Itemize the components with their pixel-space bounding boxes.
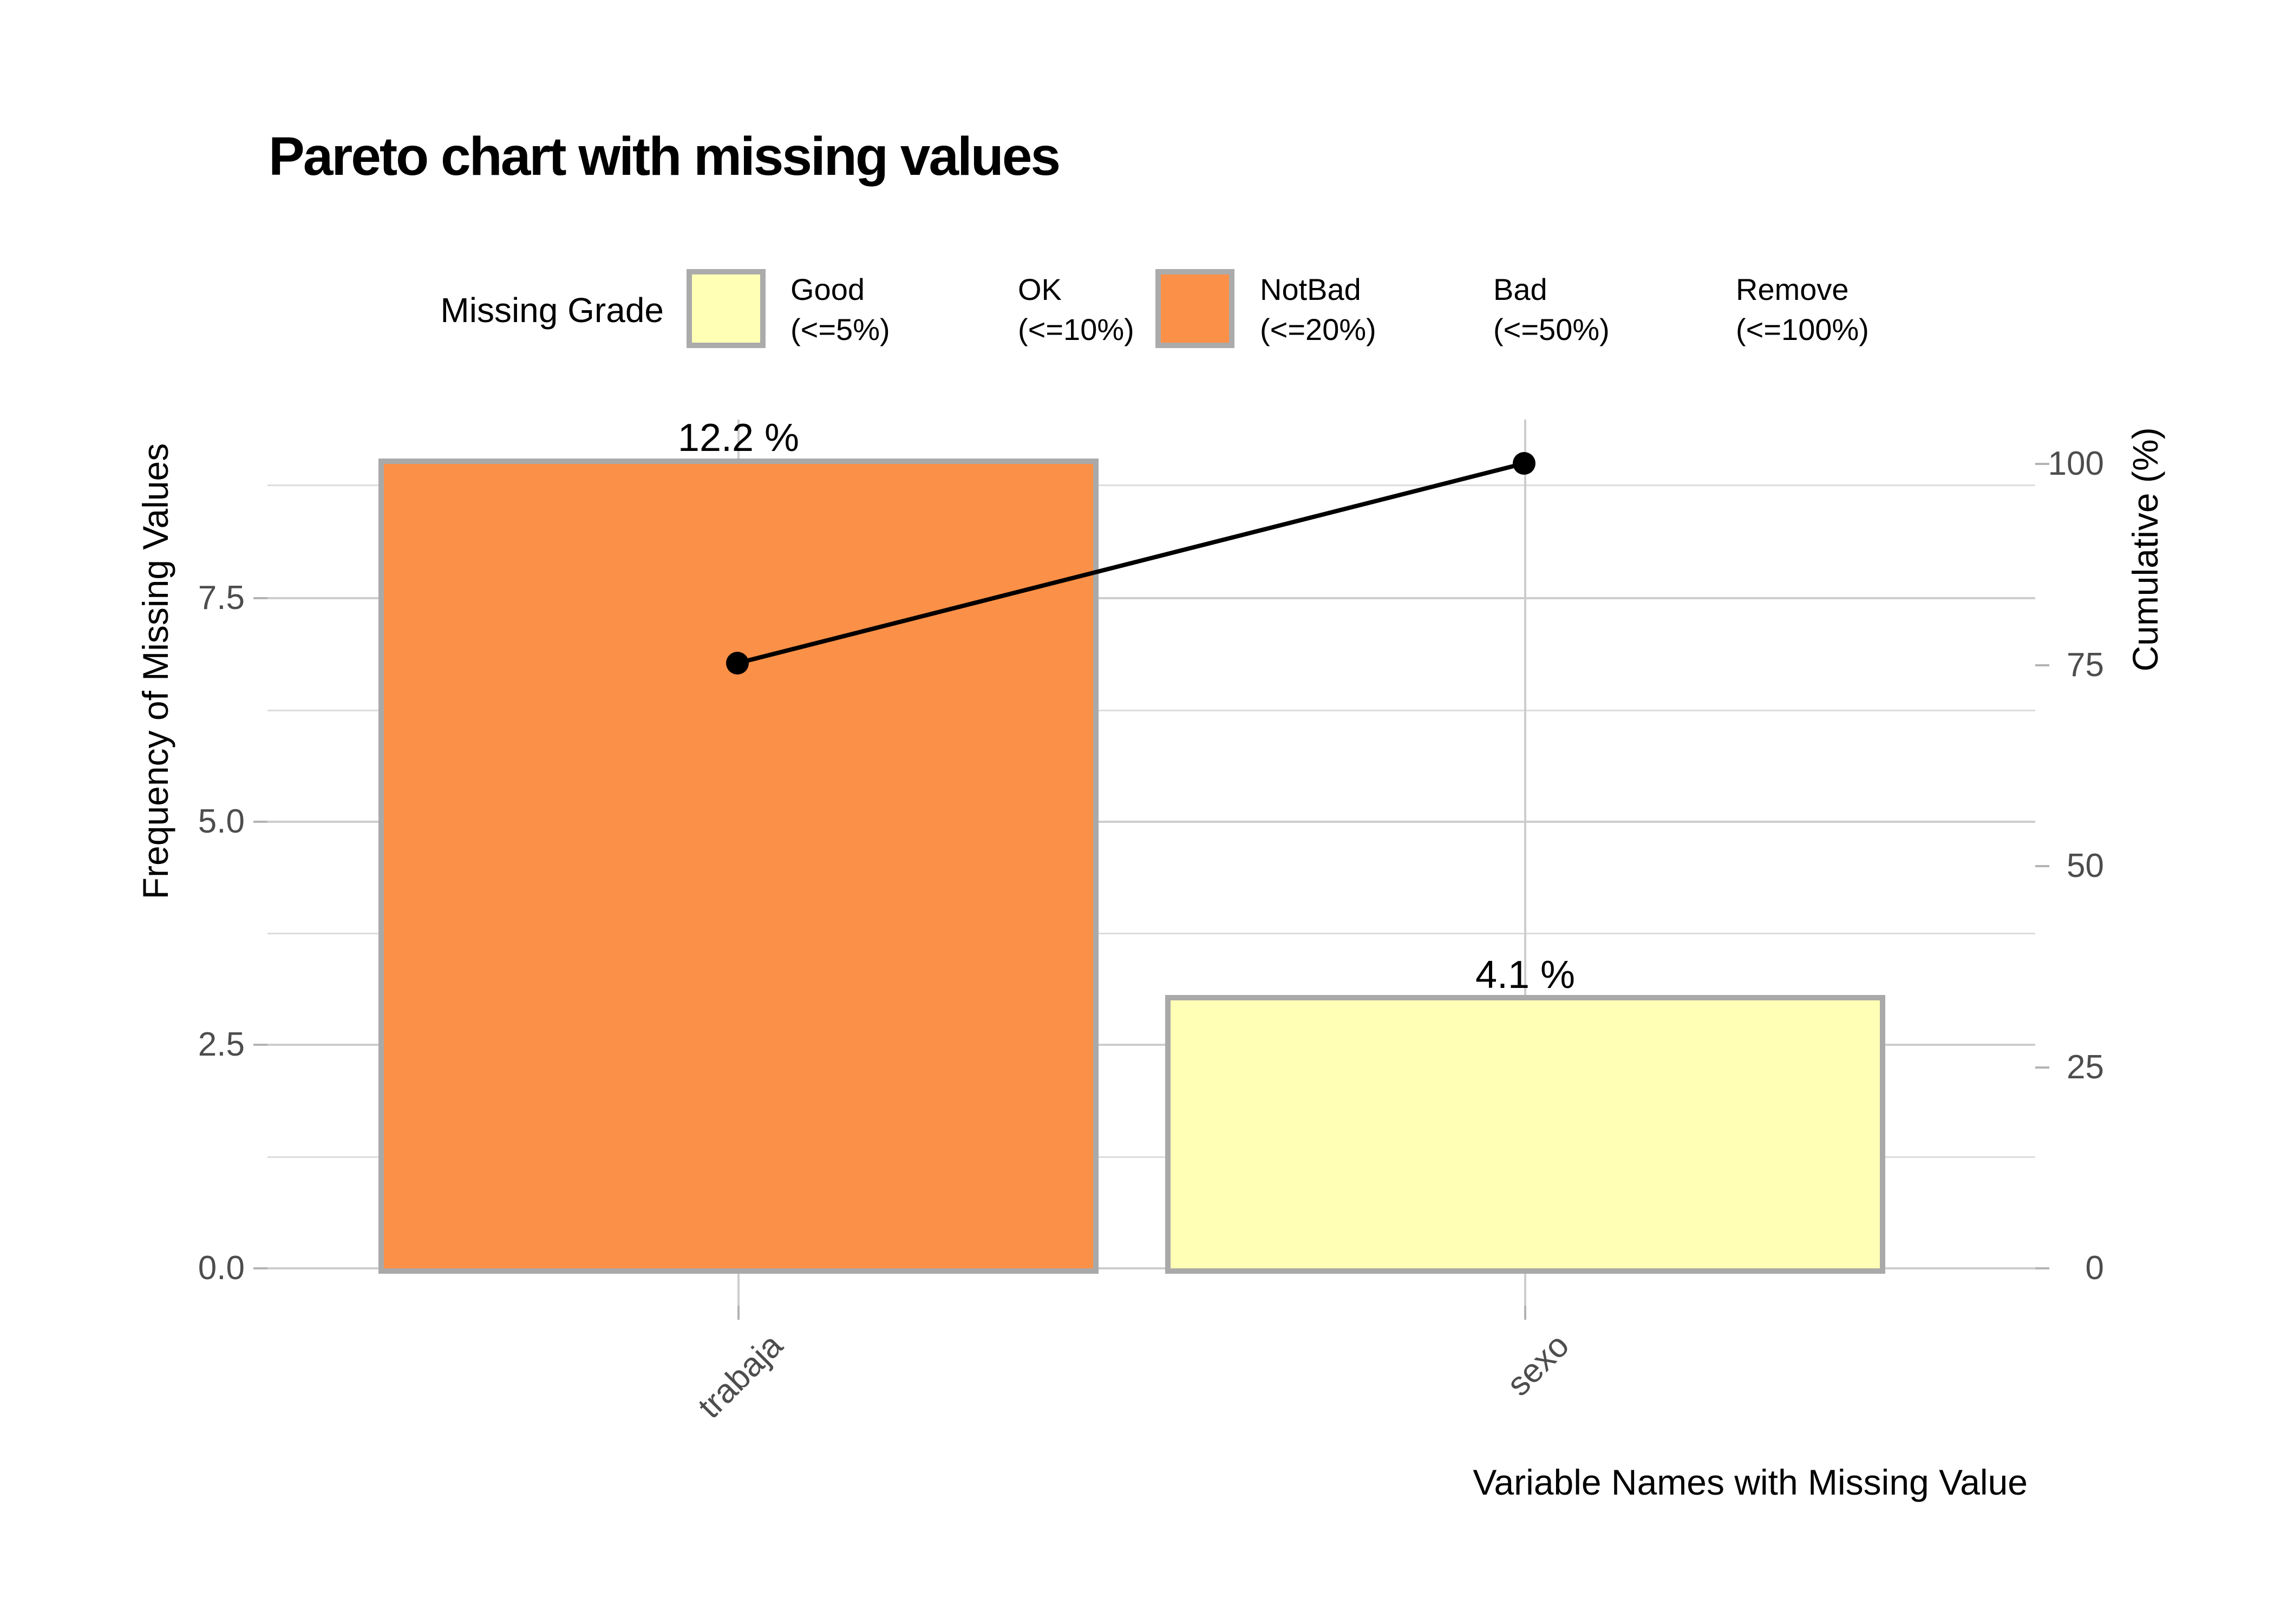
y2-axis-label-25: 25 [2067,1049,2104,1086]
y2-axis-label-100: 100 [2048,445,2104,482]
gridline-minor-1-25 [267,1156,2035,1158]
legend-range: (<=10%) [1018,312,1134,346]
legend-item-good: Good (<=5%) [790,266,890,353]
y-axis-label-0-0: 0.0 [198,1249,245,1287]
legend-range: (<=20%) [1260,312,1376,346]
legend-item-bad: Bad (<=50%) [1493,266,1610,353]
y2-tick-0 [2035,1267,2049,1269]
legend-swatch-good [687,269,766,348]
gridline-major-2-5 [267,1044,2035,1046]
x-axis-label-trabaja: trabaja [691,1326,790,1426]
legend-item-remove: Remove (<=100%) [1736,266,1869,353]
y-tick-2-5 [253,1044,267,1046]
gridline-x-sexo [1524,420,1526,1306]
legend-item-notbad: NotBad (<=20%) [1260,266,1376,353]
y-tick-5-0 [253,821,267,823]
legend-title: Missing Grade [440,291,664,330]
y2-tick-25 [2035,1066,2049,1069]
y2-tick-75 [2035,664,2049,666]
legend-swatch-notbad [1155,269,1234,348]
y-axis-label-2-5: 2.5 [198,1026,245,1063]
legend-label: Bad [1493,272,1547,306]
bar-label-sexo: 4.1 % [1475,953,1576,997]
bar-label-trabaja: 12.2 % [677,416,800,460]
gridline-minor-6-25 [267,710,2035,711]
y2-axis-title: Cumulative (%) [2125,427,2165,672]
legend-range: (<=50%) [1493,312,1610,346]
y-tick-0-0 [253,1267,267,1269]
y2-axis-label-0: 0 [2085,1249,2104,1287]
gridline-minor-3-75 [267,933,2035,934]
legend-range: (<=100%) [1736,312,1869,346]
bar-sexo [1165,995,1885,1274]
legend-item-ok: OK (<=10%) [1018,266,1134,353]
y-axis-label-5-0: 5.0 [198,803,245,840]
legend-range: (<=5%) [790,312,890,346]
legend-label: NotBad [1260,272,1361,306]
y2-axis-label-75: 75 [2067,646,2104,684]
chart-title: Pareto chart with missing values [269,126,1061,187]
y2-tick-100 [2035,463,2049,465]
y2-axis-label-50: 50 [2067,847,2104,885]
y-tick-7-5 [253,597,267,599]
legend-label: Remove [1736,272,1849,306]
x-tick-trabaja [737,1306,740,1320]
gridline-major-0-0 [267,1267,2035,1269]
legend-label: Good [790,272,865,306]
y-axis-title: Frequency of Missing Values [135,443,175,900]
y-axis-label-7-5: 7.5 [198,579,245,617]
x-axis-title: Variable Names with Missing Value [1473,1462,2028,1502]
gridline-major-5-0 [267,821,2035,823]
bar-trabaja [378,459,1099,1274]
legend-label: OK [1018,272,1062,306]
x-axis-label-sexo: sexo [1500,1326,1577,1404]
y2-tick-50 [2035,865,2049,867]
x-tick-sexo [1524,1306,1526,1320]
